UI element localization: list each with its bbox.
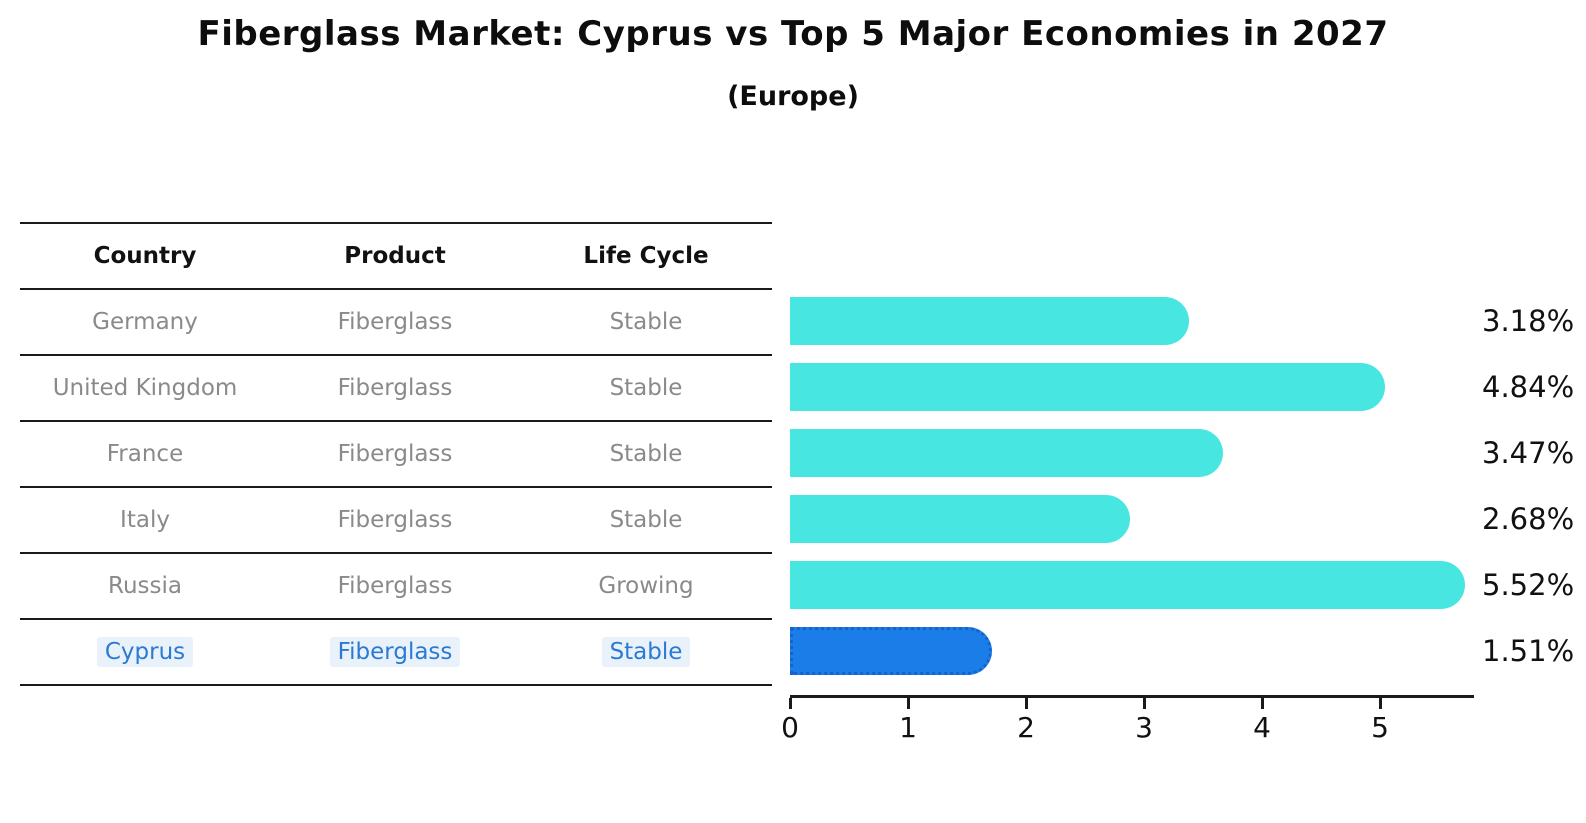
x-tick-label-2: 2 <box>1017 711 1035 744</box>
table-cell-country: United Kingdom <box>52 375 238 401</box>
x-tick-label-4: 4 <box>1253 711 1271 744</box>
x-tick-mark-2 <box>1025 698 1028 709</box>
bar-russia <box>790 561 1465 609</box>
x-tick-mark-4 <box>1261 698 1264 709</box>
value-label-germany: 3.18% <box>1482 304 1575 338</box>
chart-title: Fiberglass Market: Cyprus vs Top 5 Major… <box>197 14 1389 54</box>
table-row: France Fiberglass Stable <box>20 422 772 488</box>
table-header-country: Country <box>93 243 197 269</box>
bar-italy <box>790 495 1130 543</box>
table-row: Germany Fiberglass Stable <box>20 290 772 356</box>
table-cell-product: Fiberglass <box>337 573 453 599</box>
x-tick-mark-5 <box>1379 698 1382 709</box>
table-header-product: Product <box>344 243 446 269</box>
x-tick-mark-3 <box>1143 698 1146 709</box>
table-body: Germany Fiberglass Stable United Kingdom… <box>20 290 772 686</box>
value-label-cyprus: 1.51% <box>1482 634 1575 668</box>
table-cell-country: Russia <box>108 573 182 599</box>
country-table: Country Product Life Cycle Germany Fiber… <box>20 222 772 686</box>
table-row: Cyprus Fiberglass Stable <box>20 620 772 686</box>
table-cell-lifecycle: Stable <box>609 507 683 533</box>
value-label-italy: 2.68% <box>1482 502 1575 536</box>
table-row: Russia Fiberglass Growing <box>20 554 772 620</box>
table-cell-lifecycle: Stable <box>609 375 683 401</box>
table-cell-lifecycle: Growing <box>598 573 694 599</box>
bar-france <box>790 429 1223 477</box>
table-cell-product: Fiberglass <box>337 309 453 335</box>
x-tick-label-0: 0 <box>781 711 799 744</box>
table-row: Italy Fiberglass Stable <box>20 488 772 554</box>
table-cell-country: Germany <box>92 309 198 335</box>
x-tick-mark-0 <box>789 698 792 709</box>
table-cell-country: Italy <box>120 507 170 533</box>
table-cell-lifecycle: Stable <box>609 309 683 335</box>
table-cell-lifecycle: Stable <box>520 637 772 667</box>
x-tick-mark-1 <box>907 698 910 709</box>
table-cell-lifecycle: Stable <box>609 441 683 467</box>
table-cell-product: Fiberglass <box>337 375 453 401</box>
value-label-russia: 5.52% <box>1482 568 1575 602</box>
x-tick-label-3: 3 <box>1135 711 1153 744</box>
table-cell-country: France <box>106 441 184 467</box>
table-cell-country: Cyprus <box>20 637 270 667</box>
chart-subtitle: (Europe) <box>727 81 859 112</box>
table-cell-product: Fiberglass <box>337 441 453 467</box>
x-tick-label-1: 1 <box>899 711 917 744</box>
table-cell-product: Fiberglass <box>337 507 453 533</box>
table-header-lifecycle: Life Cycle <box>583 243 709 269</box>
x-tick-label-5: 5 <box>1371 711 1389 744</box>
table-cell-product: Fiberglass <box>270 637 520 667</box>
bar-germany <box>790 297 1189 345</box>
bar-united-kingdom <box>790 363 1385 411</box>
table-header-row: Country Product Life Cycle <box>20 224 772 290</box>
x-axis-line <box>790 695 1474 698</box>
bar-cyprus <box>790 627 992 675</box>
table-row: United Kingdom Fiberglass Stable <box>20 356 772 422</box>
value-label-france: 3.47% <box>1482 436 1575 470</box>
value-label-united-kingdom: 4.84% <box>1482 370 1575 404</box>
